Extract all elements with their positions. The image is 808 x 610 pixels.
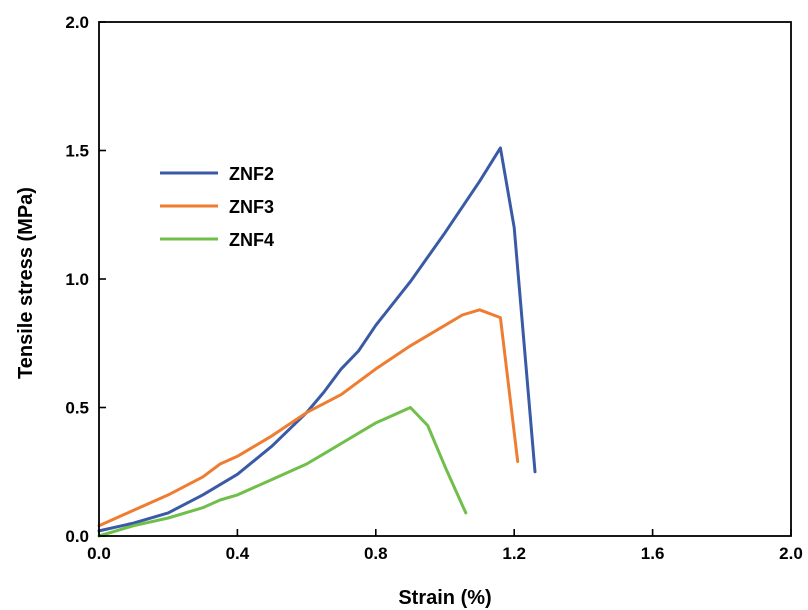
x-tick-label: 0.0 bbox=[87, 544, 111, 563]
y-axis-title: Tensile stress (MPa) bbox=[15, 187, 37, 379]
y-tick-label: 1.5 bbox=[65, 142, 89, 161]
series-line-znf3 bbox=[97, 308, 520, 528]
y-tick-label: 0.0 bbox=[65, 527, 89, 546]
ticks-layer: 0.0 0.4 0.8 1.2 1.6 2.0 0.0 0.5 1.0 1.5 2.0 bbox=[65, 13, 802, 563]
x-tick-label: 1.6 bbox=[641, 544, 665, 563]
x-tick-label: 0.8 bbox=[364, 544, 388, 563]
legend-item-znf4: ZNF4 bbox=[160, 230, 274, 250]
legend-label: ZNF4 bbox=[229, 230, 274, 250]
y-tick-label: 0.5 bbox=[65, 399, 89, 418]
y-tick-label: 1.0 bbox=[65, 270, 89, 289]
x-axis-title: Strain (%) bbox=[398, 587, 491, 609]
x-tick-label: 1.2 bbox=[502, 544, 526, 563]
plot-area-frame bbox=[98, 21, 792, 537]
series-line-znf4 bbox=[97, 406, 468, 538]
legend-item-znf3: ZNF3 bbox=[160, 197, 274, 217]
x-tick-label: 0.4 bbox=[226, 544, 250, 563]
legend-label: ZNF3 bbox=[229, 197, 274, 217]
y-tick-label: 2.0 bbox=[65, 13, 89, 32]
series-layer bbox=[97, 146, 537, 538]
legend: ZNF2 ZNF3 ZNF4 bbox=[160, 164, 274, 250]
x-tick-label: 2.0 bbox=[779, 544, 803, 563]
legend-item-znf2: ZNF2 bbox=[160, 164, 274, 184]
legend-label: ZNF2 bbox=[229, 164, 274, 184]
series-line-znf2 bbox=[97, 146, 537, 533]
